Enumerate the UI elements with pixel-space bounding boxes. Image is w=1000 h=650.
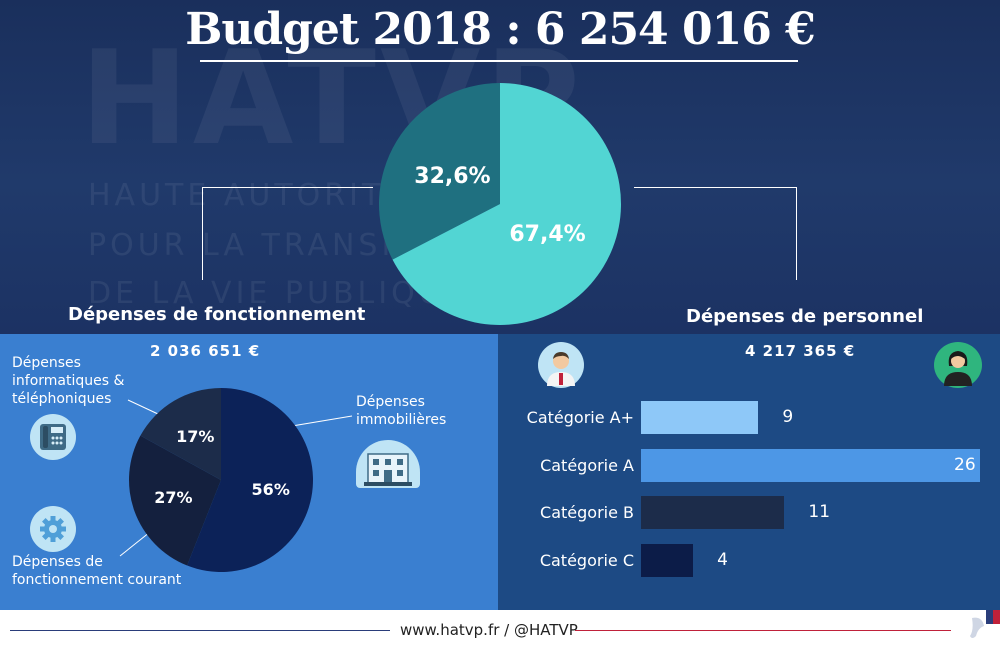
bar-value-label: 11 (808, 502, 831, 522)
footer-link[interactable]: www.hatvp.fr / @HATVP (400, 621, 578, 639)
bar (641, 496, 785, 529)
fonctionnement-pie-chart: 56% 27% 17% (129, 388, 313, 572)
pie-slice-label: 27% (154, 488, 192, 507)
pie-slice (129, 435, 221, 566)
label-informatiques: Dépenses informatiques & téléphoniques (12, 355, 125, 407)
footer-divider-left (10, 630, 390, 631)
left-connector-line (202, 187, 373, 280)
pie-slice (140, 388, 221, 480)
woman-avatar-icon (934, 342, 982, 388)
pie-slice-label: 67,4% (509, 222, 585, 247)
pie-slice-label: 32,6% (414, 164, 490, 189)
footer-divider-right (575, 630, 951, 631)
pie-slice-label: 56% (252, 480, 290, 499)
pie-slice (187, 388, 313, 572)
leader-line-immobilieres (291, 415, 353, 427)
bar-value-label: 4 (717, 549, 728, 570)
section-title-fonctionnement: Dépenses de fonctionnement (68, 304, 366, 325)
background-text-line: HAUTE AUTORITÉ (88, 178, 408, 213)
leader-line-courant (119, 531, 151, 557)
bar (641, 448, 980, 482)
pie-slice-label: 17% (176, 427, 214, 446)
title-underline (200, 60, 798, 62)
leader-lines (119, 399, 353, 557)
fonctionnement-amount: 2 036 651 € (150, 342, 261, 360)
bar-category-label: Catégorie A (540, 455, 634, 475)
pie-slice (392, 83, 621, 325)
label-fonctionnement-courant: Dépenses de fonctionnement courant (12, 554, 182, 588)
pie-slice (379, 83, 500, 260)
label-immobilieres: Dépenses immobilières (356, 394, 447, 428)
bar (641, 401, 759, 434)
main-pie-chart: 32,6% 67,4% (379, 83, 621, 325)
section-title-personnel: Dépenses de personnel (686, 306, 924, 327)
personnel-amount: 4 217 365 € (745, 342, 856, 360)
gear-icon (30, 506, 76, 552)
man-avatar-icon (538, 342, 584, 388)
bar-category-label: Catégorie A+ (526, 408, 634, 427)
marianne-flag-icon (970, 610, 1000, 638)
bar (641, 543, 694, 577)
bar-value-label: 9 (782, 407, 794, 427)
page-title: Budget 2018 : 6 254 016 € (185, 4, 816, 55)
bar-category-label: Catégorie B (540, 503, 634, 522)
building-icon (356, 440, 420, 488)
leader-line-informatiques (127, 399, 159, 415)
bar-value-label: 26 (954, 454, 976, 475)
bar-category-label: Catégorie C (539, 550, 634, 570)
phone-icon (30, 414, 76, 460)
right-connector-line (634, 187, 797, 280)
background-text-line: DE LA VIE PUBLIQUE (88, 276, 468, 311)
